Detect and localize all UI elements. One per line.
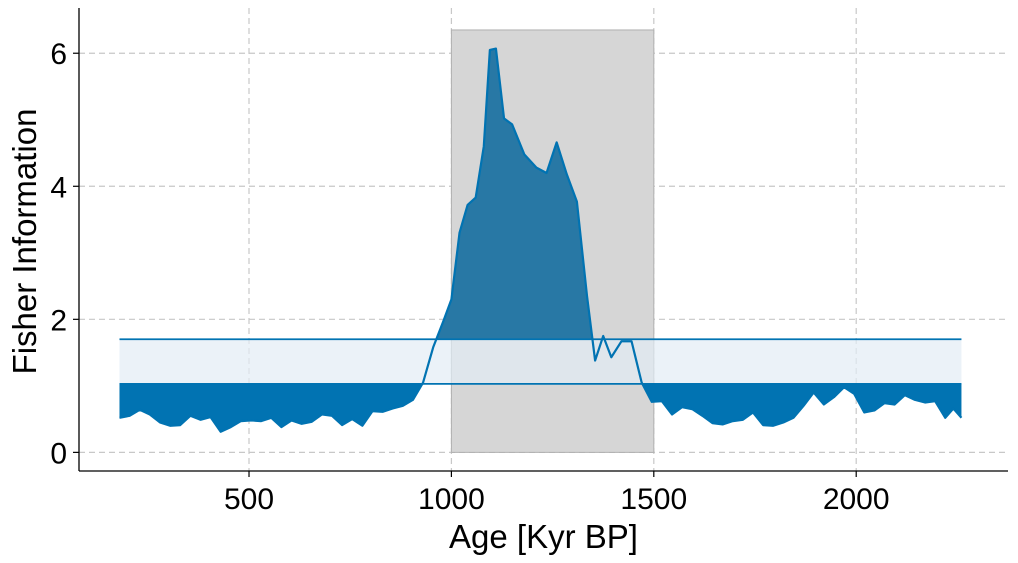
series-lines bbox=[119, 47, 963, 433]
x-tick-label: 2000 bbox=[823, 483, 890, 516]
x-tick-label: 1000 bbox=[418, 483, 485, 516]
tick-labels: 500 1000 1500 2000 0 2 4 6 bbox=[50, 38, 889, 516]
y-tick-label: 4 bbox=[50, 171, 67, 204]
x-axis-label: Age [Kyr BP] bbox=[449, 518, 638, 555]
above-band-fill bbox=[436, 48, 593, 340]
threshold-band bbox=[119, 338, 962, 385]
area-fills bbox=[119, 48, 962, 432]
y-tick-label: 2 bbox=[50, 304, 67, 337]
fisher-information-line bbox=[119, 47, 963, 433]
threshold-band-rect bbox=[119, 339, 962, 384]
y-tick-label: 0 bbox=[50, 437, 67, 470]
axes bbox=[73, 8, 1008, 477]
x-tick-label: 1500 bbox=[620, 483, 687, 516]
y-axis-label: Fisher Information bbox=[6, 109, 43, 375]
below-band-fill bbox=[119, 383, 423, 432]
y-tick-label: 6 bbox=[50, 38, 67, 71]
x-tick-label: 500 bbox=[224, 483, 274, 516]
below-band-fill bbox=[642, 383, 962, 426]
